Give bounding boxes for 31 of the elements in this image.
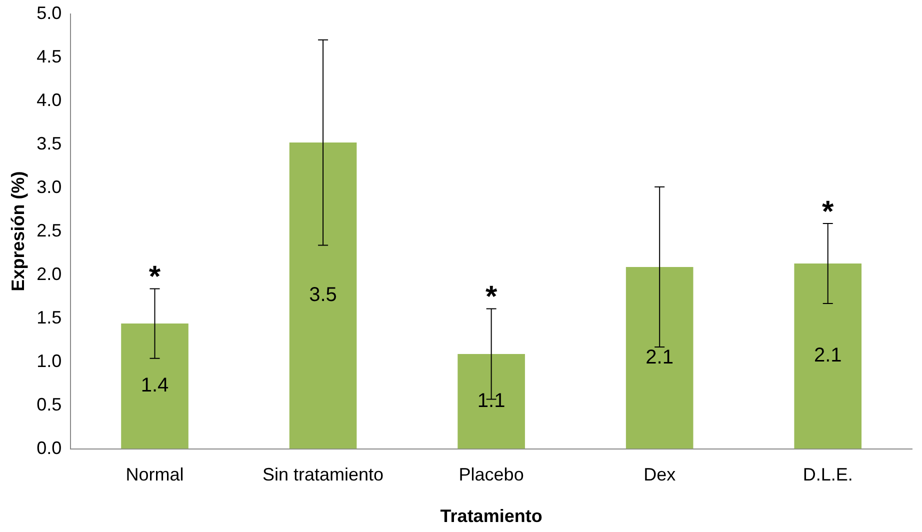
data-label: 3.5 bbox=[309, 284, 337, 306]
x-tick-label: D.L.E. bbox=[802, 464, 853, 485]
y-tick-label: 1.0 bbox=[36, 350, 62, 371]
data-label: 1.4 bbox=[140, 374, 169, 397]
bar bbox=[794, 263, 862, 449]
bar bbox=[289, 142, 357, 449]
x-tick-label: Placebo bbox=[458, 464, 524, 485]
y-tick-label: 4.5 bbox=[36, 46, 62, 66]
x-axis-title: Tratamiento bbox=[440, 506, 542, 526]
data-label: 1.1 bbox=[477, 390, 506, 412]
annotation: * bbox=[822, 195, 834, 228]
y-tick-label: 4.0 bbox=[36, 90, 62, 110]
x-tick-label: Sin tratamiento bbox=[262, 464, 384, 485]
y-tick-label: 1.5 bbox=[36, 307, 62, 328]
y-tick-label: 2.5 bbox=[36, 220, 62, 240]
y-tick-label: 0.0 bbox=[36, 438, 62, 458]
bar bbox=[458, 354, 525, 449]
bar bbox=[121, 324, 188, 449]
y-tick-label: 3.0 bbox=[36, 176, 62, 197]
annotation: * bbox=[485, 280, 498, 314]
data-label: 2.1 bbox=[646, 346, 674, 368]
annotation: * bbox=[148, 260, 161, 294]
data-label: 2.1 bbox=[814, 344, 842, 367]
y-tick-label: 0.5 bbox=[36, 394, 62, 414]
bar bbox=[626, 266, 694, 449]
y-tick-label: 5.0 bbox=[36, 2, 62, 23]
y-tick-label: 2.0 bbox=[36, 264, 62, 284]
x-tick-label: Normal bbox=[126, 464, 184, 485]
y-axis-title: Expresión (%) bbox=[8, 171, 28, 292]
y-tick-label: 3.5 bbox=[36, 133, 62, 154]
x-tick-label: Dex bbox=[644, 464, 676, 485]
